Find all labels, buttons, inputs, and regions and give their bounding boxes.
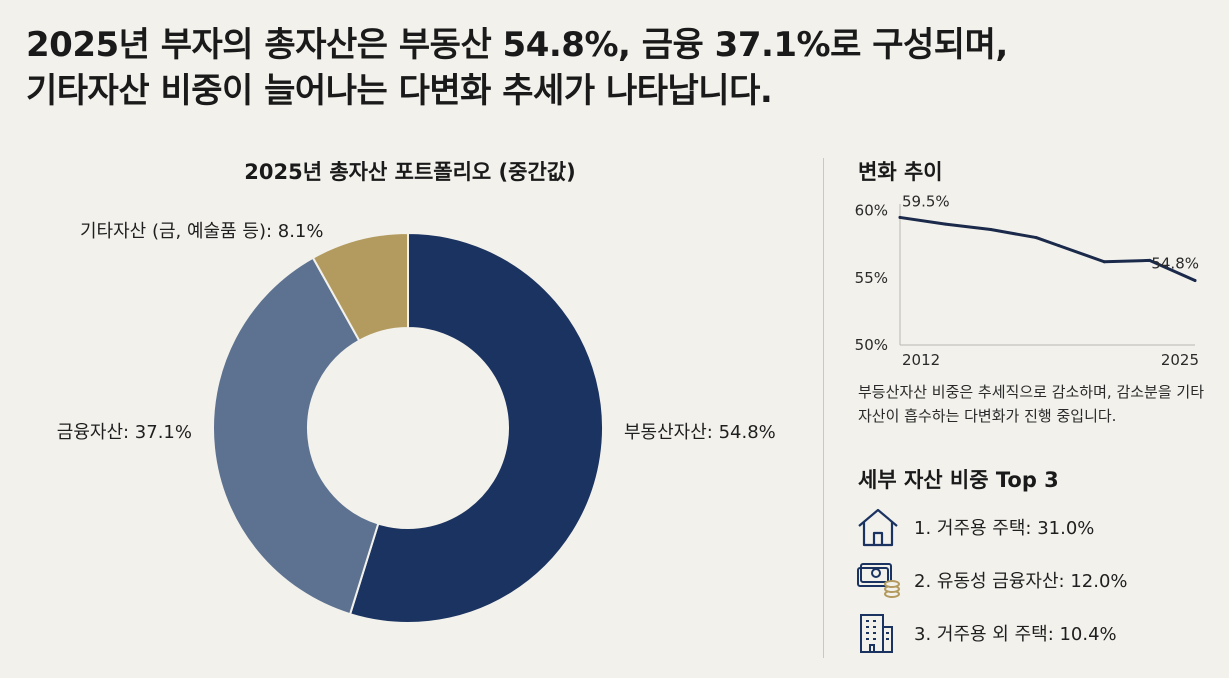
x-tick-label: 2012 <box>902 351 940 369</box>
donut-slice-other <box>311 231 409 343</box>
top3-item-2: 2. 유동성 금융자산: 12.0% <box>856 553 1128 606</box>
trend-point <box>1057 244 1061 248</box>
house-icon <box>856 505 904 549</box>
trend-point <box>943 222 947 226</box>
headline-line-1: 2025년 부자의 총자산은 부동산 54.8%, 금융 37.1%로 구성되며… <box>26 25 1008 65</box>
headline-line-2: 기타자산 비중이 늘어나는 다변화 추세가 나타납니다. <box>26 71 773 111</box>
y-tick-label: 60% <box>855 202 888 220</box>
headline: 2025년 부자의 총자산은 부동산 54.8%, 금융 37.1%로 구성되며… <box>26 22 1206 114</box>
top3-title: 세부 자산 비중 Top 3 <box>858 468 1059 492</box>
trend-point <box>1102 260 1106 264</box>
trend-point-label: 54.8% <box>1151 255 1199 273</box>
trend-line-chart: 60% 55% 50% 2012 2025 59.5% 54.8% <box>855 192 1199 369</box>
x-tick-label: 2025 <box>1161 351 1199 369</box>
cash-coins-icon <box>856 558 904 602</box>
trend-point <box>989 228 993 232</box>
donut-label-real-estate: 부동산자산: 54.8% <box>624 422 776 443</box>
trend-point <box>1034 236 1038 240</box>
trend-series-line <box>898 215 1197 283</box>
trend-point <box>1193 279 1197 283</box>
trend-point <box>1148 258 1152 262</box>
y-tick-label: 55% <box>855 269 888 287</box>
vertical-divider <box>823 158 824 658</box>
top3-item-2-text: 2. 유동성 금융자산: 12.0% <box>914 570 1128 592</box>
top3-item-1-text: 1. 거주용 주택: 31.0% <box>914 517 1095 539</box>
donut-slice-financial <box>212 256 380 616</box>
top3-item-3-text: 3. 거주용 외 주택: 10.4% <box>914 623 1117 645</box>
trend-point-label: 59.5% <box>902 192 950 210</box>
donut-chart: 부동산자산: 54.8% 금융자산: 37.1% 기타자산 (금, 예술품 등): … <box>57 221 776 624</box>
donut-chart-title: 2025년 총자산 포트폴리오 (중간값) <box>244 160 576 184</box>
trend-note: 부등산자산 비중은 추세직으로 감소하며, 감소분을 기타자산이 흡수하는 다변… <box>858 383 1205 425</box>
donut-label-financial: 금융자산: 37.1% <box>57 422 192 443</box>
y-tick-label: 50% <box>855 336 888 354</box>
trend-point <box>898 215 902 219</box>
trend-chart-title: 변화 추이 <box>858 160 943 184</box>
donut-label-other: 기타자산 (금, 예술품 등): 8.1% <box>80 221 324 242</box>
top3-item-3: 3. 거주용 외 주택: 10.4% <box>856 606 1128 659</box>
top3-list: 1. 거주용 주택: 31.0% 2. 유동성 금융자산: 12.0% <box>856 500 1128 659</box>
donut-slice-real-estate <box>348 231 604 624</box>
building-icon <box>856 611 904 655</box>
top3-item-1: 1. 거주용 주택: 31.0% <box>856 500 1128 553</box>
